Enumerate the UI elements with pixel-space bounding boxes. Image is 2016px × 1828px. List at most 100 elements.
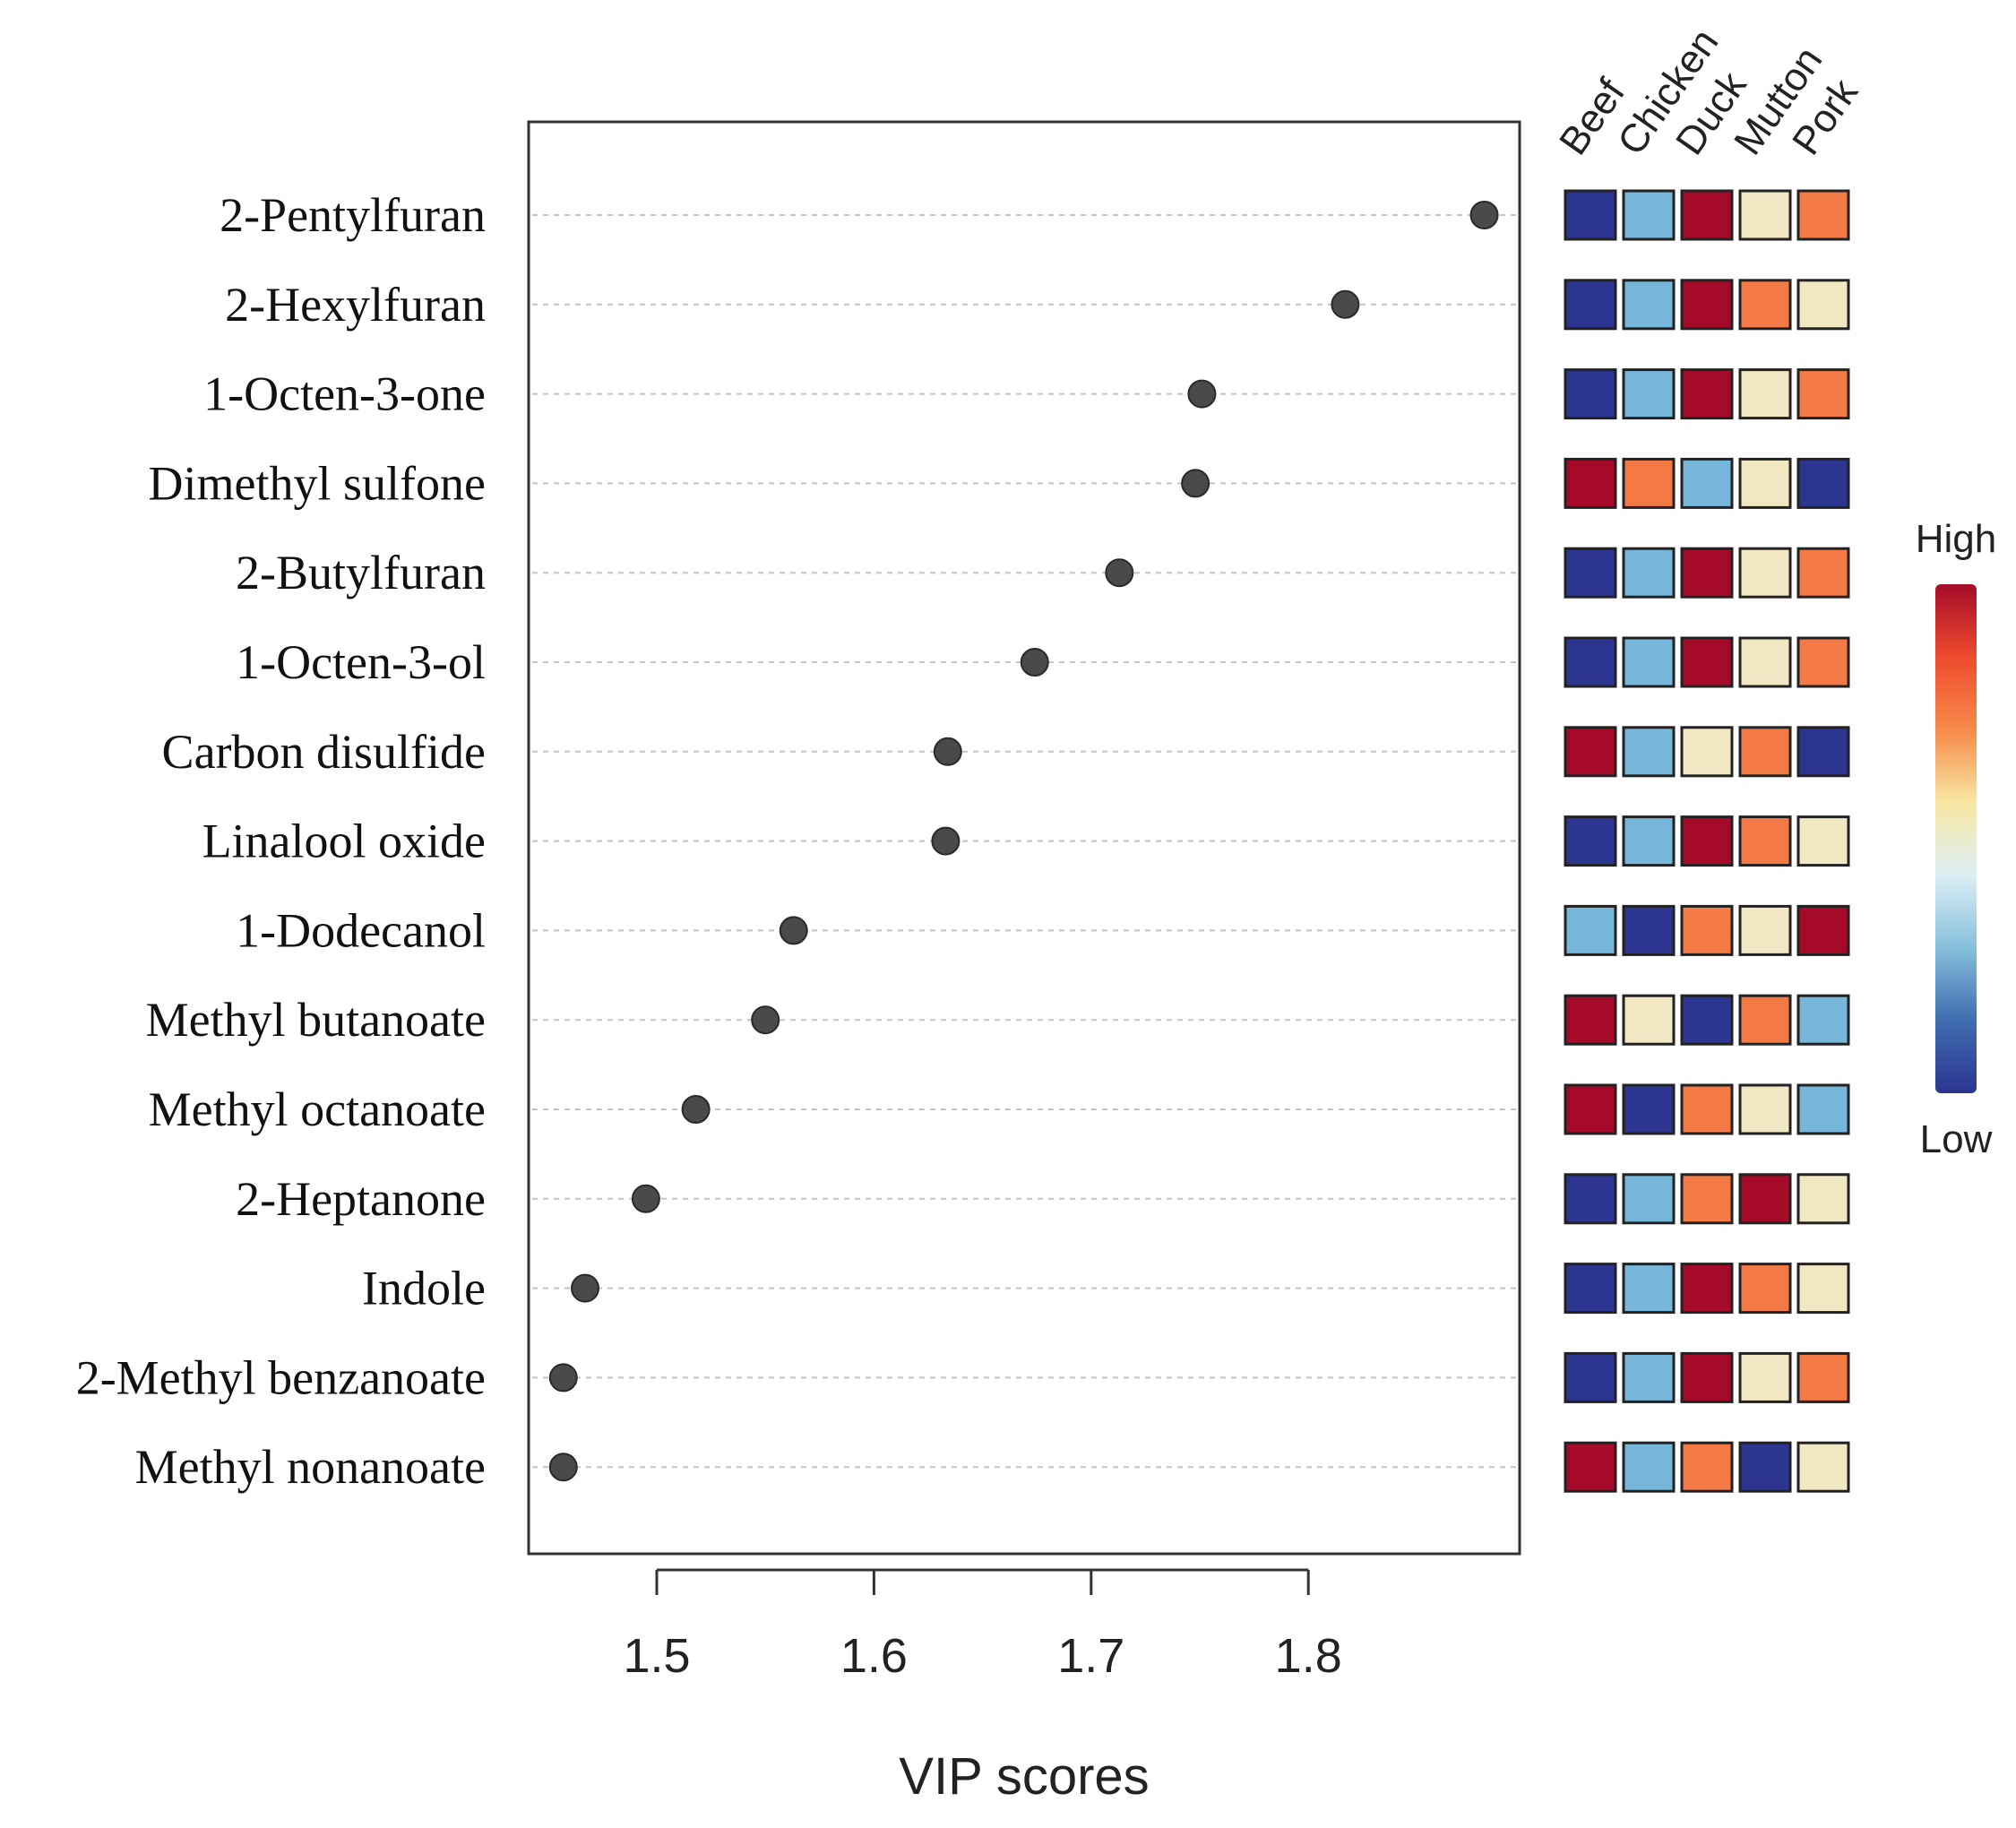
heatmap-cell	[1796, 1173, 1850, 1225]
vip-point	[751, 1005, 780, 1035]
heatmap-cell	[1680, 994, 1734, 1046]
heatmap-cell	[1564, 815, 1617, 867]
heatmap-cell	[1738, 457, 1792, 509]
heatmap-cell	[1796, 368, 1850, 420]
heatmap-cell	[1796, 636, 1850, 688]
x-tick-label: 1.5	[623, 1629, 690, 1683]
vip-point	[1187, 379, 1217, 409]
heatmap-cell	[1622, 904, 1676, 956]
heatmap-cell	[1738, 1351, 1792, 1403]
x-tick-label: 1.8	[1275, 1629, 1342, 1683]
vip-point	[548, 1363, 578, 1393]
heatmap-cell	[1738, 1083, 1792, 1135]
heatmap-cell	[1796, 815, 1850, 867]
heatmap-cell	[1564, 368, 1617, 420]
compound-label: 1-Dodecanol	[236, 903, 486, 957]
heatmap-cell	[1738, 547, 1792, 599]
heatmap-cell	[1680, 726, 1734, 778]
compound-label: Linalool oxide	[202, 815, 486, 868]
vip-point	[779, 916, 808, 945]
heatmap-cell	[1622, 368, 1676, 420]
heatmap-cell	[1738, 279, 1792, 331]
heatmap-cell	[1796, 1263, 1850, 1315]
compound-label: Dimethyl sulfone	[149, 456, 486, 510]
heatmap-cell	[1796, 994, 1850, 1046]
heatmap-cell	[1738, 815, 1792, 867]
gridlines	[532, 214, 1516, 1469]
heatmap-cell	[1622, 457, 1676, 509]
heatmap-cell	[1564, 279, 1617, 331]
x-axis: 1.5 1.6 1.7 1.8	[623, 1568, 1342, 1683]
heatmap-cell	[1680, 547, 1734, 599]
heatmap-cell	[1738, 1441, 1792, 1493]
heatmap-cell	[1680, 368, 1734, 420]
compound-label: Methyl nonanoate	[135, 1440, 486, 1494]
heatmap-cell	[1680, 1173, 1734, 1225]
compound-label: 1-Octen-3-ol	[236, 635, 486, 689]
heatmap-cell	[1738, 636, 1792, 688]
heatmap-cell	[1622, 726, 1676, 778]
heatmap-cell	[1564, 726, 1617, 778]
heatmap-cell	[1680, 815, 1734, 867]
compound-label: 2-Hexylfuran	[225, 278, 486, 332]
heatmap-cell	[1796, 457, 1850, 509]
vip-point	[1469, 201, 1499, 229]
heatmap-cell	[1564, 1173, 1617, 1225]
heatmap-cell	[1622, 636, 1676, 688]
heatmap-cell	[1738, 994, 1792, 1046]
heatmap-cell	[1738, 368, 1792, 420]
color-legend: High Low	[1916, 517, 1997, 1161]
compound-label: Methyl octanoate	[149, 1082, 486, 1136]
vip-point	[1105, 558, 1134, 588]
compound-label: 1-Octen-3-one	[203, 367, 486, 421]
heatmap-cell	[1738, 1173, 1792, 1225]
vip-point	[1181, 469, 1210, 498]
heatmap-cell	[1680, 189, 1734, 241]
heatmap-cell	[1622, 1441, 1676, 1493]
heatmap-cell	[1622, 1173, 1676, 1225]
vip-point	[548, 1453, 578, 1482]
heatmap-cell	[1738, 189, 1792, 241]
heatmap-cell	[1564, 189, 1617, 241]
vip-points	[548, 201, 1499, 1482]
vip-point	[631, 1184, 660, 1213]
x-tick-label: 1.7	[1057, 1629, 1124, 1683]
vip-point	[933, 737, 962, 766]
heatmap-cell	[1564, 1083, 1617, 1135]
heatmap-cell	[1622, 189, 1676, 241]
heatmap-cell	[1622, 1263, 1676, 1315]
vip-point	[931, 826, 961, 856]
heatmap-group-label: Beef	[1551, 71, 1633, 163]
heatmap-cell	[1564, 457, 1617, 509]
heatmap-cell	[1680, 1441, 1734, 1493]
heatmap-cell	[1564, 1351, 1617, 1403]
heatmap-cell	[1564, 636, 1617, 688]
heatmap-cell	[1680, 904, 1734, 956]
heatmap-cell	[1796, 1083, 1850, 1135]
heatmap-cell	[1622, 279, 1676, 331]
x-axis-title: VIP scores	[899, 1747, 1149, 1806]
heatmap-cell	[1622, 994, 1676, 1046]
heatmap-cell	[1680, 1083, 1734, 1135]
heatmap-cell	[1738, 904, 1792, 956]
heatmap-cell	[1564, 1441, 1617, 1493]
legend-low-label: Low	[1920, 1117, 1993, 1161]
heatmap-cell	[1796, 904, 1850, 956]
compound-label: Indole	[362, 1262, 486, 1315]
legend-high-label: High	[1916, 517, 1997, 561]
compound-labels: 2-Pentylfuran 2-Hexylfuran 1-Octen-3-one Di…	[76, 188, 486, 1494]
heatmap-cell	[1680, 457, 1734, 509]
heatmap-cell	[1564, 994, 1617, 1046]
legend-gradient-bar	[1935, 584, 1977, 1093]
heatmap-cell	[1564, 1263, 1617, 1315]
heatmap-cell	[1796, 189, 1850, 241]
compound-label: 2-Heptanone	[236, 1172, 486, 1226]
heatmap-cell	[1796, 726, 1850, 778]
plot-frame	[527, 120, 1521, 1556]
compound-label: 2-Pentylfuran	[220, 188, 486, 242]
heatmap-cell	[1796, 547, 1850, 599]
heatmap-cell	[1738, 1263, 1792, 1315]
heatmap-cell	[1622, 1351, 1676, 1403]
